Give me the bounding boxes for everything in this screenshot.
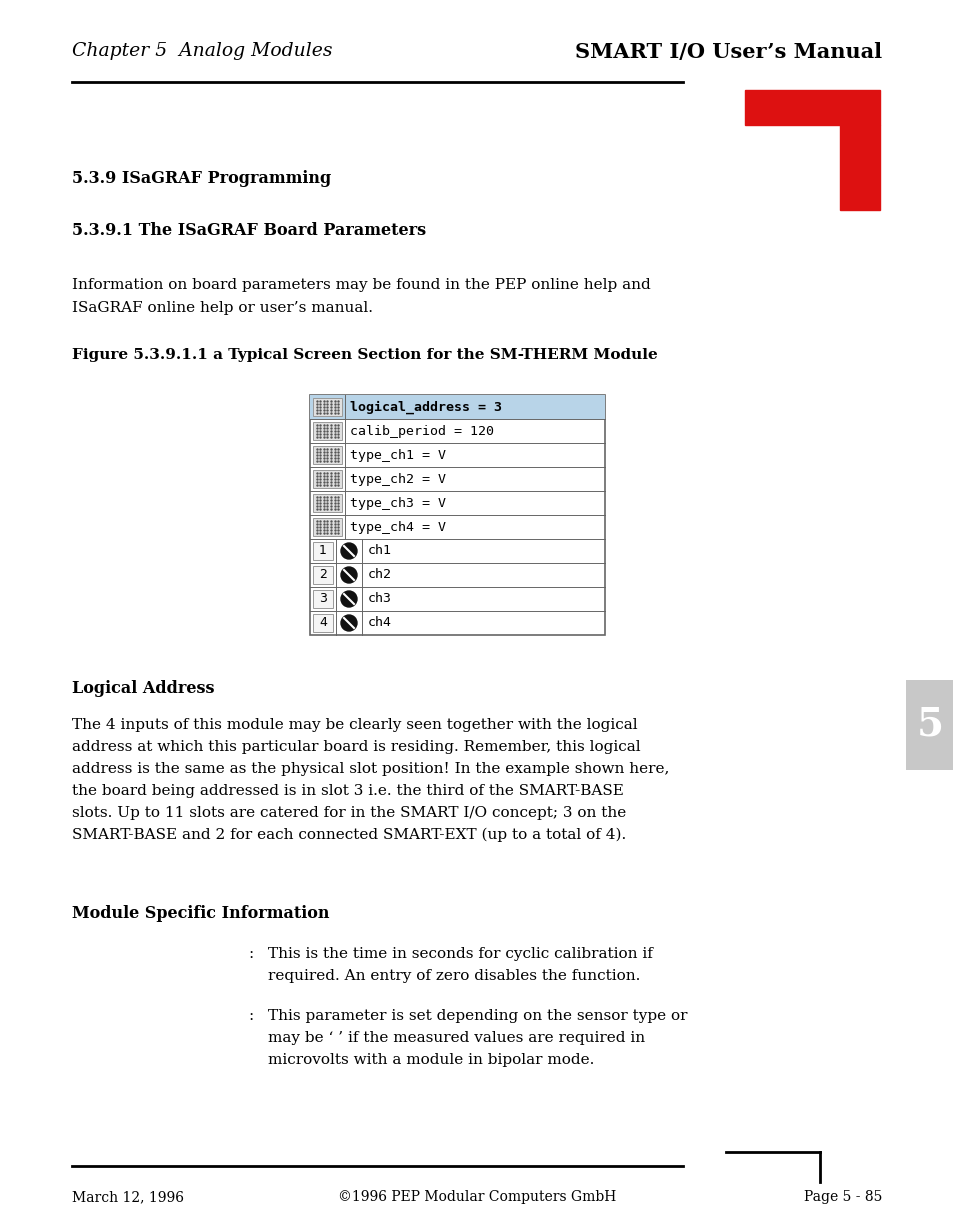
Text: SMART-BASE and 2 for each connected SMART-EXT (up to a total of 4).: SMART-BASE and 2 for each connected SMAR… — [71, 828, 625, 843]
Text: 5: 5 — [916, 706, 943, 744]
Bar — [313, 494, 341, 512]
Text: type_ch1 = V: type_ch1 = V — [350, 449, 446, 462]
Bar — [313, 422, 341, 440]
Text: March 12, 1996: March 12, 1996 — [71, 1190, 184, 1204]
Bar — [313, 471, 341, 488]
Bar — [840, 125, 879, 210]
Circle shape — [340, 591, 356, 607]
Bar — [313, 398, 341, 416]
Text: 1: 1 — [318, 545, 327, 557]
Text: calib_period = 120: calib_period = 120 — [350, 424, 494, 438]
Text: microvolts with a module in bipolar mode.: microvolts with a module in bipolar mode… — [268, 1053, 594, 1066]
Text: ©1996 PEP Modular Computers GmbH: ©1996 PEP Modular Computers GmbH — [337, 1190, 616, 1204]
Bar — [313, 542, 333, 561]
Text: logical_address = 3: logical_address = 3 — [350, 400, 501, 413]
Bar — [310, 395, 604, 635]
Text: 3: 3 — [318, 592, 327, 606]
Text: type_ch4 = V: type_ch4 = V — [350, 520, 446, 534]
Circle shape — [340, 544, 356, 559]
Bar — [744, 90, 879, 125]
Text: ch2: ch2 — [368, 569, 392, 581]
Circle shape — [340, 615, 356, 631]
Bar — [310, 395, 604, 420]
Text: ch3: ch3 — [368, 592, 392, 606]
Text: required. An entry of zero disables the function.: required. An entry of zero disables the … — [268, 969, 639, 983]
Text: ISaGRAF online help or user’s manual.: ISaGRAF online help or user’s manual. — [71, 302, 373, 315]
Circle shape — [340, 567, 356, 582]
Bar — [313, 518, 341, 536]
Text: address at which this particular board is residing. Remember, this logical: address at which this particular board i… — [71, 741, 640, 754]
Text: ch4: ch4 — [368, 617, 392, 630]
Text: :: : — [248, 947, 253, 961]
Bar — [313, 565, 333, 584]
Text: Page 5 - 85: Page 5 - 85 — [802, 1190, 882, 1204]
Text: The 4 inputs of this module may be clearly seen together with the logical: The 4 inputs of this module may be clear… — [71, 717, 637, 732]
Text: Information on board parameters may be found in the PEP online help and: Information on board parameters may be f… — [71, 278, 650, 292]
Bar — [313, 446, 341, 465]
Text: :: : — [248, 1009, 253, 1023]
Text: the board being addressed is in slot 3 i.e. the third of the SMART-BASE: the board being addressed is in slot 3 i… — [71, 784, 623, 798]
Text: slots. Up to 11 slots are catered for in the SMART I/O concept; 3 on the: slots. Up to 11 slots are catered for in… — [71, 806, 625, 820]
Text: 4: 4 — [318, 617, 327, 630]
Text: ch1: ch1 — [368, 545, 392, 557]
Text: Figure 5.3.9.1.1 a Typical Screen Section for the SM-THERM Module: Figure 5.3.9.1.1 a Typical Screen Sectio… — [71, 348, 657, 362]
Text: type_ch3 = V: type_ch3 = V — [350, 496, 446, 510]
Text: Module Specific Information: Module Specific Information — [71, 905, 329, 922]
Text: Chapter 5  Analog Modules: Chapter 5 Analog Modules — [71, 43, 333, 60]
Text: 5.3.9.1 The ISaGRAF Board Parameters: 5.3.9.1 The ISaGRAF Board Parameters — [71, 223, 426, 240]
Text: may be ‘ ’ if the measured values are required in: may be ‘ ’ if the measured values are re… — [268, 1031, 644, 1045]
Text: address is the same as the physical slot position! In the example shown here,: address is the same as the physical slot… — [71, 762, 669, 776]
Bar — [313, 590, 333, 608]
Text: This is the time in seconds for cyclic calibration if: This is the time in seconds for cyclic c… — [268, 947, 652, 961]
Text: This parameter is set depending on the sensor type or: This parameter is set depending on the s… — [268, 1009, 687, 1023]
Text: 5.3.9 ISaGRAF Programming: 5.3.9 ISaGRAF Programming — [71, 170, 331, 187]
Text: type_ch2 = V: type_ch2 = V — [350, 473, 446, 485]
Text: SMART I/O User’s Manual: SMART I/O User’s Manual — [575, 43, 882, 62]
Bar — [313, 614, 333, 632]
Text: Logical Address: Logical Address — [71, 680, 214, 697]
Bar — [905, 680, 953, 770]
Text: 2: 2 — [318, 569, 327, 581]
